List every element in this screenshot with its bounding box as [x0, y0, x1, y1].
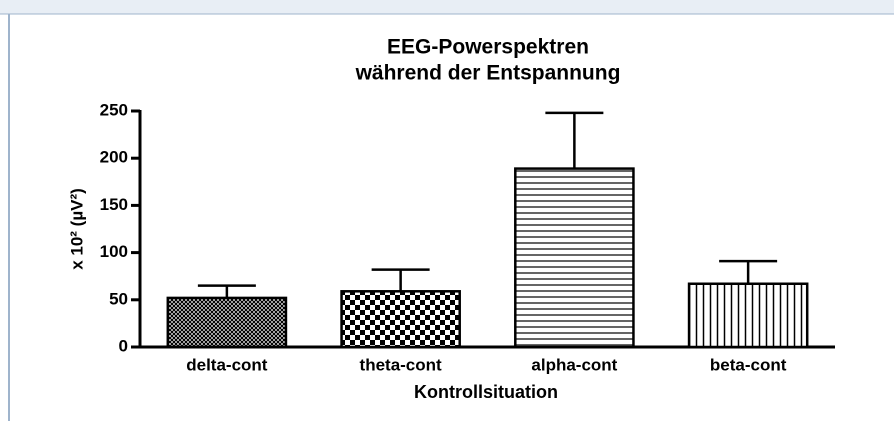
chart-title: EEG-Powerspektren [387, 36, 589, 59]
y-tick-label: 50 [109, 289, 128, 308]
x-tick-label: delta-cont [186, 355, 268, 374]
chart-title: während der Entspannung [355, 62, 621, 85]
bar [687, 282, 809, 349]
y-tick-label: 150 [100, 195, 128, 214]
x-tick-label: theta-cont [360, 355, 443, 374]
x-axis-label: Kontrollsituation [414, 382, 558, 402]
x-tick-label: alpha-cont [531, 355, 617, 374]
window-top-bar [0, 0, 894, 14]
y-tick-label: 200 [100, 148, 128, 167]
y-axis-label: x 10² (µV²) [67, 188, 86, 270]
x-tick-label: beta-cont [710, 355, 787, 374]
y-tick-label: 100 [100, 242, 128, 261]
bar [166, 296, 288, 349]
bar [340, 290, 461, 349]
y-tick-label: 0 [119, 336, 128, 355]
bar [514, 167, 635, 349]
y-tick-label: 250 [100, 100, 128, 119]
